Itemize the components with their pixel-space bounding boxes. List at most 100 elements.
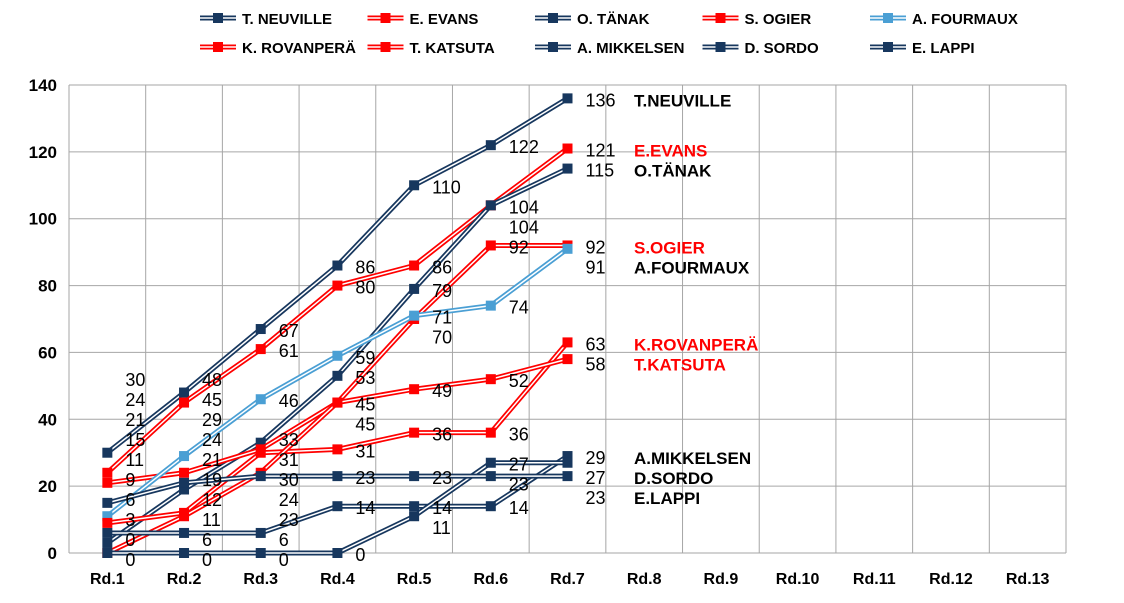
end-label: D.SORDO	[634, 469, 713, 488]
data-label: 79	[432, 281, 452, 301]
y-tick-label: 20	[38, 477, 57, 496]
y-tick-label: 0	[48, 544, 57, 563]
data-point	[179, 527, 190, 538]
data-label: 23	[355, 468, 375, 488]
data-label: 23	[432, 468, 452, 488]
data-label: 0	[202, 550, 212, 570]
data-point	[102, 497, 113, 508]
data-label: 15	[125, 430, 145, 450]
data-point	[409, 384, 420, 395]
data-point	[102, 527, 113, 538]
data-label: 86	[355, 258, 375, 278]
data-label: 6	[125, 490, 135, 510]
data-label: 24	[125, 390, 145, 410]
data-point	[562, 337, 573, 348]
legend-label: D. SORDO	[745, 40, 820, 57]
series-a-mikkelsen	[102, 451, 573, 538]
data-label: 104	[509, 197, 539, 217]
legend-label: A. FOURMAUX	[912, 11, 1018, 28]
data-point	[179, 511, 190, 522]
x-tick-label: Rd.8	[627, 571, 662, 588]
x-tick-label: Rd.5	[397, 571, 432, 588]
data-point	[255, 344, 266, 355]
data-point	[562, 451, 573, 462]
data-label: 45	[355, 395, 375, 415]
data-point	[102, 548, 113, 558]
series-e-lappi	[102, 471, 573, 508]
legend-item: S. OGIER	[702, 11, 811, 28]
legend-marker	[548, 42, 558, 52]
data-label: 45	[355, 415, 375, 435]
data-label: 52	[509, 371, 529, 391]
y-tick-label: 100	[29, 210, 57, 229]
data-point	[179, 477, 190, 488]
series-line	[106, 356, 569, 556]
data-point	[409, 471, 420, 482]
data-label: 121	[586, 141, 616, 161]
data-point	[562, 143, 573, 154]
data-label: 71	[432, 308, 452, 328]
legend-marker	[715, 42, 726, 52]
data-label: 86	[432, 258, 452, 278]
x-tick-label: Rd.3	[243, 571, 278, 588]
data-label: 6	[202, 530, 212, 550]
data-point	[485, 457, 496, 468]
end-label: E.EVANS	[634, 142, 707, 161]
y-tick-label: 120	[29, 143, 57, 162]
x-tick-label: Rd.2	[167, 571, 202, 588]
data-label: 46	[279, 391, 299, 411]
data-point	[332, 260, 343, 271]
series-line-inner	[107, 358, 568, 554]
series-t-katsuta	[102, 354, 573, 558]
data-label: 24	[202, 430, 222, 450]
legend-marker	[213, 13, 223, 23]
data-label: 23	[586, 488, 606, 508]
data-label: 74	[509, 298, 529, 318]
series-d-sordo	[102, 457, 573, 558]
legend-marker	[548, 13, 558, 23]
end-label: A.FOURMAUX	[634, 258, 750, 277]
x-tick-label: Rd.12	[929, 571, 973, 588]
data-label: 21	[125, 410, 145, 430]
data-label: 110	[432, 177, 461, 197]
x-tick-label: Rd.6	[473, 571, 508, 588]
data-point	[332, 501, 343, 512]
legend-marker	[883, 42, 893, 52]
legend-item: E. EVANS	[367, 11, 479, 28]
data-label: 33	[279, 430, 299, 450]
data-point	[485, 374, 496, 385]
data-point	[409, 180, 420, 191]
data-label: 24	[279, 490, 299, 510]
y-tick-label: 80	[38, 277, 57, 296]
legend-item: E. LAPPI	[870, 40, 975, 57]
legend-label: E. EVANS	[410, 11, 479, 28]
data-point	[179, 397, 190, 408]
data-label: 0	[125, 530, 135, 550]
data-label: 14	[432, 498, 452, 518]
data-label: 58	[586, 354, 606, 374]
data-point	[179, 484, 190, 495]
data-label: 29	[202, 410, 222, 430]
data-label: 31	[355, 441, 375, 461]
data-label: 0	[279, 550, 289, 570]
end-label: S.OGIER	[634, 238, 705, 257]
data-point	[562, 163, 573, 174]
legend-label: O. TÄNAK	[577, 11, 650, 28]
data-label: 3	[125, 510, 135, 530]
data-label: 122	[509, 137, 539, 157]
data-label: 80	[355, 278, 375, 298]
data-point	[562, 354, 573, 365]
data-point	[409, 511, 420, 522]
data-label: 67	[279, 321, 299, 341]
series-o-t-nak	[102, 163, 573, 548]
data-point	[332, 370, 343, 381]
data-label: 30	[125, 370, 145, 390]
data-label: 115	[586, 161, 615, 181]
data-point	[255, 527, 266, 538]
data-label: 92	[509, 237, 529, 257]
series-a-fourmaux	[102, 243, 573, 522]
data-label: 23	[509, 475, 529, 495]
data-point	[562, 471, 573, 482]
data-point	[255, 437, 266, 448]
